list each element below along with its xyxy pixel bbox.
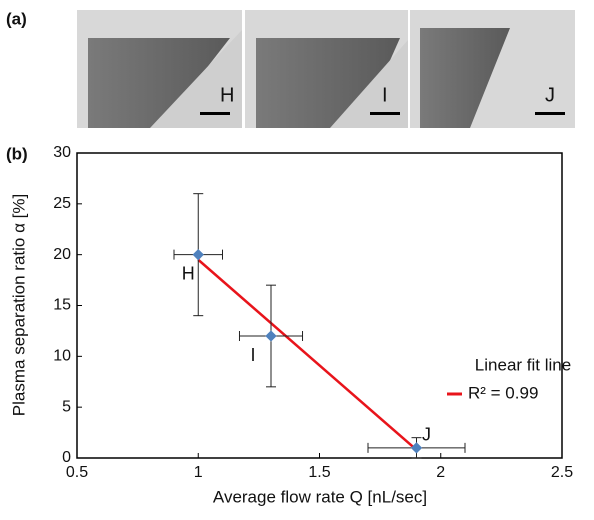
photo [77,10,242,128]
x-tick-label: 1.5 [308,464,330,481]
legend-label: R² = 0.99 [468,383,538,402]
point-label: H [182,263,195,283]
panel-label: (b) [6,144,28,163]
legend-title: Linear fit line [475,355,571,374]
y-tick-label: 25 [53,195,71,212]
x-tick-label: 1 [194,464,203,481]
point-label: I [250,345,255,365]
fit-line [197,258,418,451]
y-axis-label: Plasma separation ratio α [%] [9,194,28,416]
x-tick-label: 0.5 [66,464,88,481]
photo [245,10,408,128]
y-tick-label: 5 [62,398,71,415]
point [265,330,277,342]
y-tick-label: 15 [53,297,71,314]
x-axis-label: Average flow rate Q [nL/sec] [213,487,427,506]
photo-label: H [220,84,234,106]
x-tick-label: 2 [436,464,445,481]
point [192,249,204,261]
y-tick-label: 20 [53,246,71,263]
x-tick-label: 2.5 [551,464,573,481]
point [410,442,423,454]
y-tick-label: 30 [53,144,71,161]
photo-label: I [382,84,388,106]
y-tick-label: 0 [62,449,71,466]
photo-label: J [545,84,555,106]
panel-label: (a) [6,9,27,28]
y-tick-label: 10 [53,348,71,365]
plot-frame [76,152,563,459]
point-label: J [422,425,431,445]
photo [410,10,575,128]
